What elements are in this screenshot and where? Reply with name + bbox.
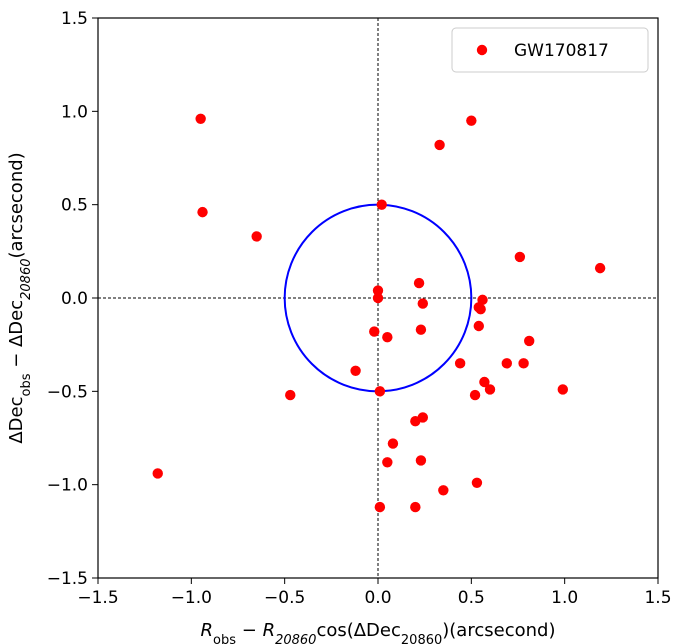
- data-point: [387, 438, 399, 449]
- data-point: [466, 115, 477, 126]
- data-point: [484, 384, 496, 395]
- axes: −1.5 −1.0 −0.5 0.0 0.5 1.0 1.5 −1.5 −1.0 −0.5 0.0 0…: [47, 9, 672, 608]
- data-point: [410, 416, 421, 427]
- data-point: [469, 389, 481, 401]
- data-point: [454, 358, 466, 369]
- data-point: [197, 206, 208, 218]
- data-point: [475, 304, 486, 315]
- data-point: [374, 386, 386, 397]
- x-tick-label: 1.0: [551, 588, 578, 608]
- y-tick-label: 0.5: [61, 196, 88, 216]
- data-point: [473, 320, 484, 332]
- data-point: [501, 358, 512, 369]
- data-point: [557, 384, 568, 395]
- x-tick-label: −1.0: [171, 588, 212, 608]
- data-point: [594, 262, 606, 274]
- x-tick-label: 0.0: [364, 588, 391, 608]
- data-point: [518, 358, 529, 369]
- data-point: [382, 457, 393, 468]
- x-axis-label: Robs − R20860cos(ΔDec20860)(arcsecond): [201, 620, 556, 644]
- data-point: [438, 485, 449, 496]
- data-point: [382, 332, 393, 343]
- data-point: [410, 501, 421, 513]
- legend-box: [451, 27, 649, 73]
- legend: GW170817: [451, 27, 649, 73]
- y-axis-label: ΔDecobs − ΔDec20860(arcsecond): [6, 152, 34, 443]
- data-point: [413, 277, 425, 289]
- data-point: [350, 365, 361, 376]
- y-tick-label: 1.5: [61, 9, 88, 29]
- x-tick-label: 1.5: [644, 588, 671, 608]
- data-point: [369, 326, 380, 337]
- data-point: [471, 477, 483, 488]
- data-point: [152, 468, 163, 479]
- data-point: [415, 455, 427, 466]
- data-point: [434, 139, 445, 151]
- y-tick-label: 1.0: [61, 102, 88, 122]
- data-point: [374, 501, 386, 513]
- data-point: [417, 298, 428, 309]
- legend-marker: [476, 44, 488, 56]
- data-point: [524, 335, 535, 347]
- data-point: [251, 231, 262, 242]
- y-tick-label: −0.5: [47, 382, 88, 402]
- plot-area: [98, 18, 658, 578]
- y-tick-label: −1.0: [47, 476, 88, 496]
- y-tick-label: −1.5: [47, 569, 88, 589]
- data-point: [195, 113, 206, 125]
- data-point: [372, 285, 384, 296]
- legend-label: GW170817: [514, 41, 609, 61]
- data-point: [372, 292, 384, 304]
- data-point: [514, 251, 526, 263]
- y-tick-label: 0.0: [61, 289, 88, 309]
- data-point: [285, 389, 296, 401]
- data-point: [376, 199, 387, 210]
- data-point: [479, 376, 490, 388]
- x-tick-label: −0.5: [264, 588, 305, 608]
- x-tick-label: 0.5: [458, 588, 485, 608]
- data-point: [415, 324, 427, 335]
- x-tick-label: −1.5: [77, 588, 118, 608]
